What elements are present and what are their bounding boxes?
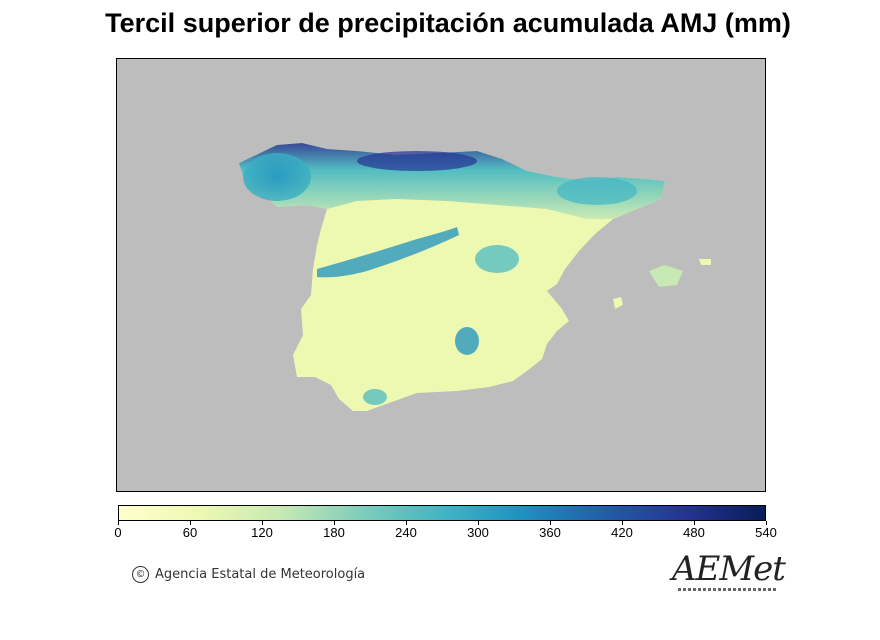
legend-tick: [478, 521, 479, 525]
aemet-logo-icon: AEMet: [672, 549, 786, 596]
copyright-icon: ©: [132, 566, 149, 583]
logo-text: AEMet: [672, 549, 786, 589]
legend-tick-label: 0: [114, 525, 122, 540]
legend-tick-label: 240: [395, 525, 417, 540]
legend-tick-label: 480: [683, 525, 705, 540]
legend-tick: [622, 521, 623, 525]
agency-name: Agencia Estatal de Meteorología: [155, 567, 366, 582]
page-title: Tercil superior de precipitación acumula…: [105, 8, 791, 38]
legend-tick-label: 180: [323, 525, 345, 540]
legend-tick: [118, 521, 119, 525]
legend-tick: [262, 521, 263, 525]
legend-tick: [334, 521, 335, 525]
legend-tick-label: 420: [611, 525, 633, 540]
ibiza: [613, 297, 623, 309]
footer-credit: © Agencia Estatal de Meteorología: [132, 566, 365, 583]
color-legend: 0 60 120 180 240 300 360 420 480 540: [114, 505, 777, 540]
mallorca: [649, 265, 683, 287]
logo-tagline-decoration: [678, 588, 778, 591]
legend-tick-label: 120: [251, 525, 273, 540]
legend-tick-label: 360: [539, 525, 561, 540]
map-panel[interactable]: [116, 58, 766, 492]
legend-tick-label: 300: [467, 525, 489, 540]
legend-tick: [406, 521, 407, 525]
legend-tick-label: 540: [755, 525, 777, 540]
menorca: [699, 259, 711, 265]
central-system: [317, 227, 459, 278]
legend-tick: [766, 521, 767, 525]
cantabric-max: [357, 151, 477, 171]
cazorla-high: [455, 327, 479, 355]
legend-tick-label: 60: [182, 525, 198, 540]
legend-tick: [550, 521, 551, 525]
north-wet-band: [239, 143, 665, 219]
color-scale-bar: [118, 505, 766, 521]
sierra-grazalema: [363, 389, 387, 405]
iberian-system: [475, 245, 519, 273]
legend-tick: [694, 521, 695, 525]
pyrenees-high: [557, 177, 637, 205]
galicia-high: [243, 153, 311, 201]
legend-tick: [190, 521, 191, 525]
spain-map[interactable]: [117, 59, 765, 491]
